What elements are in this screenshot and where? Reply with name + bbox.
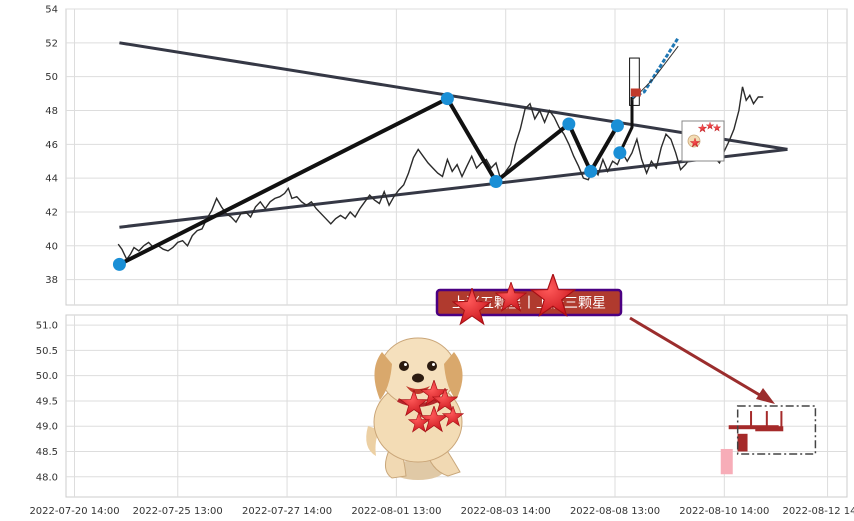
tail-path-blue — [631, 37, 680, 99]
top-y-tick-label: 46 — [45, 140, 58, 151]
annotation-arrow — [629, 316, 775, 404]
pivot-marker — [489, 175, 503, 189]
pivot-marker — [440, 92, 454, 106]
top-y-tick-label: 48 — [45, 106, 58, 117]
annotation-banner: 上涨五颗星丨上涨三颗星 — [435, 288, 623, 317]
bottom-y-tick-label: 49.5 — [36, 396, 58, 407]
top-y-tick-label: 38 — [45, 275, 58, 286]
pivot-marker — [112, 257, 126, 271]
x-tick-label: 2022-08-01 13:00 — [351, 506, 441, 517]
range-rectangle — [629, 57, 640, 106]
x-tick-label: 2022-08-12 14:00 — [783, 506, 854, 517]
top-y-tick-label: 40 — [45, 241, 58, 252]
top-y-tick-label: 42 — [45, 207, 58, 218]
x-tick-label: 2022-08-03 14:00 — [461, 506, 551, 517]
x-tick-labels: 2022-07-20 14:00 2022-07-25 13:00 2022-07-… — [29, 506, 854, 517]
top-y-tick-label: 44 — [45, 174, 58, 185]
zigzag-line — [118, 96, 620, 267]
top-y-tick-label: 50 — [45, 72, 58, 83]
pivot-marker — [584, 164, 598, 178]
x-tick-label: 2022-07-20 14:00 — [29, 506, 119, 517]
candle-bar — [737, 433, 748, 452]
pivot-marker — [610, 119, 624, 133]
bottom-y-tick-label: 50.0 — [36, 371, 58, 382]
lower-trendline — [119, 147, 788, 229]
top-y-tick-labels: 38 40 42 44 46 48 50 52 54 — [45, 5, 58, 287]
candle-bar — [720, 448, 733, 475]
top-y-tick-label: 54 — [45, 5, 58, 16]
bottom-y-tick-labels: 48.0 48.5 49.0 49.5 50.0 50.5 51.0 — [36, 321, 58, 484]
dashdot-box — [736, 405, 817, 455]
top-price-layer — [112, 37, 788, 271]
bottom-y-tick-label: 51.0 — [36, 321, 58, 332]
x-tick-label: 2022-08-08 13:00 — [570, 506, 660, 517]
x-tick-label: 2022-07-25 13:00 — [133, 506, 223, 517]
x-tick-label: 2022-07-27 14:00 — [242, 506, 332, 517]
dog-with-stars-icon — [366, 337, 464, 480]
top-y-tick-label: 52 — [45, 38, 58, 49]
pivot-marker — [613, 146, 627, 160]
bottom-y-tick-label: 50.5 — [36, 346, 58, 357]
upper-trendline — [119, 41, 788, 151]
tail-path-black — [618, 97, 634, 154]
pivot-marker — [562, 117, 576, 131]
red-marker — [630, 88, 641, 97]
mini-card-icon — [681, 120, 725, 162]
bottom-grid — [66, 315, 847, 497]
x-tick-label: 2022-08-10 14:00 — [679, 506, 769, 517]
bottom-y-tick-label: 48.5 — [36, 447, 58, 458]
candle-bar-top — [728, 425, 779, 430]
bottom-y-tick-label: 48.0 — [36, 472, 58, 483]
bottom-bar-layer — [720, 405, 817, 475]
top-grid — [66, 8, 847, 305]
annotation-text: 上涨五颗星丨上涨三颗星 — [452, 296, 606, 312]
bottom-y-tick-label: 49.0 — [36, 422, 58, 433]
